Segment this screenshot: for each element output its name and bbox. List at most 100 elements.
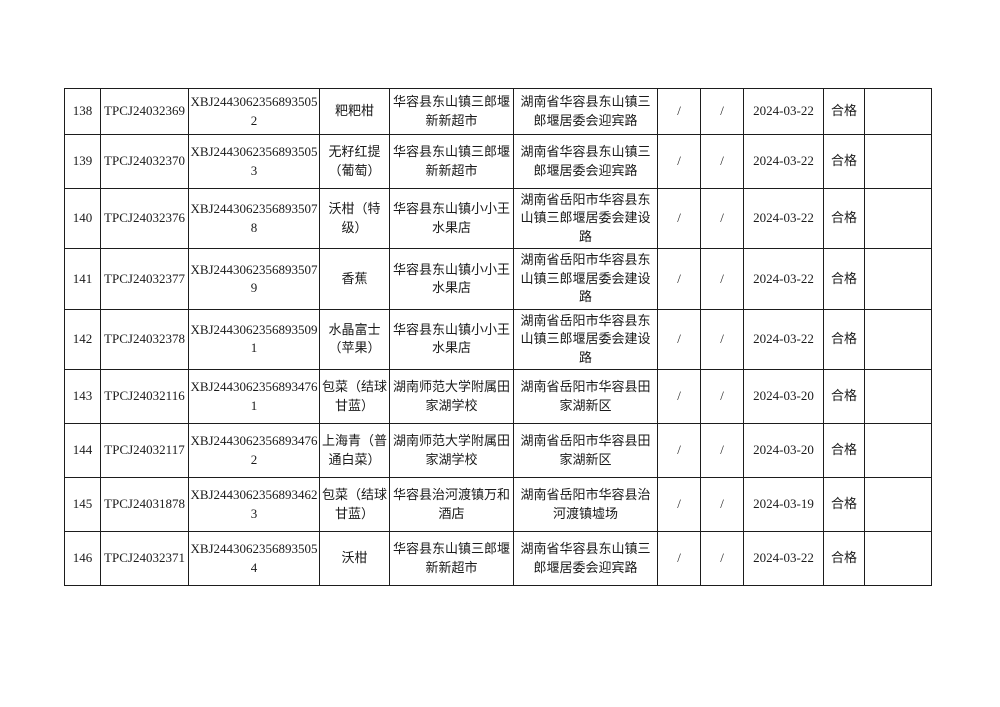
cell-row-number: 138	[64, 88, 101, 135]
cell-result: 合格	[823, 134, 865, 189]
cell-result: 合格	[823, 88, 865, 135]
cell-row-number: 140	[64, 187, 101, 250]
cell-report-code: XBJ24430623568934762	[188, 423, 320, 479]
cell-address: 湖南省岳阳市华容县治河渡镇墟场	[513, 477, 658, 533]
cell-product-name: 无籽红提（葡萄）	[319, 134, 390, 189]
cell-remark	[864, 308, 932, 371]
cell-report-code: XBJ24430623568935054	[188, 531, 320, 587]
cell-product-name: 水晶富士（苹果）	[319, 308, 390, 371]
cell-product-name: 粑粑柑	[319, 88, 390, 135]
table-row: 143 TPCJ24032116 XBJ24430623568934761 包菜…	[64, 369, 932, 425]
table-row: 145 TPCJ24031878 XBJ24430623568934623 包菜…	[64, 477, 932, 533]
cell-remark	[864, 531, 932, 587]
cell-store-name: 华容县东山镇小小王水果店	[389, 248, 514, 310]
cell-product-name: 沃柑	[319, 531, 390, 587]
table-row: 138 TPCJ24032369 XBJ24430623568935052 粑粑…	[64, 88, 932, 135]
cell-row-number: 145	[64, 477, 101, 533]
table-row: 146 TPCJ24032371 XBJ24430623568935054 沃柑…	[64, 531, 932, 587]
cell-slash-1: /	[657, 477, 701, 533]
cell-row-number: 141	[64, 248, 101, 310]
cell-date: 2024-03-22	[743, 308, 824, 371]
cell-slash-2: /	[700, 531, 744, 587]
cell-slash-1: /	[657, 134, 701, 189]
cell-remark	[864, 423, 932, 479]
cell-sample-code: TPCJ24032117	[100, 423, 189, 479]
cell-sample-code: TPCJ24032116	[100, 369, 189, 425]
cell-sample-code: TPCJ24031878	[100, 477, 189, 533]
cell-date: 2024-03-20	[743, 369, 824, 425]
cell-date: 2024-03-20	[743, 423, 824, 479]
cell-product-name: 包菜（结球甘蓝）	[319, 477, 390, 533]
cell-address: 湖南省华容县东山镇三郎堰居委会迎宾路	[513, 88, 658, 135]
cell-slash-2: /	[700, 308, 744, 371]
cell-report-code: XBJ24430623568935053	[188, 134, 320, 189]
cell-remark	[864, 369, 932, 425]
cell-result: 合格	[823, 531, 865, 587]
cell-row-number: 144	[64, 423, 101, 479]
cell-store-name: 华容县东山镇三郎堰新新超市	[389, 88, 514, 135]
cell-sample-code: TPCJ24032377	[100, 248, 189, 310]
cell-sample-code: TPCJ24032376	[100, 187, 189, 250]
cell-slash-1: /	[657, 369, 701, 425]
cell-product-name: 沃柑（特级）	[319, 187, 390, 250]
cell-store-name: 华容县治河渡镇万和酒店	[389, 477, 514, 533]
cell-store-name: 华容县东山镇小小王水果店	[389, 308, 514, 371]
table-row: 139 TPCJ24032370 XBJ24430623568935053 无籽…	[64, 134, 932, 189]
cell-store-name: 华容县东山镇小小王水果店	[389, 187, 514, 250]
cell-address: 湖南省岳阳市华容县田家湖新区	[513, 423, 658, 479]
cell-row-number: 142	[64, 308, 101, 371]
cell-result: 合格	[823, 308, 865, 371]
cell-slash-1: /	[657, 187, 701, 250]
cell-result: 合格	[823, 369, 865, 425]
cell-sample-code: TPCJ24032369	[100, 88, 189, 135]
cell-address: 湖南省华容县东山镇三郎堰居委会迎宾路	[513, 134, 658, 189]
cell-report-code: XBJ24430623568935078	[188, 187, 320, 250]
cell-remark	[864, 88, 932, 135]
table-row: 141 TPCJ24032377 XBJ24430623568935079 香蕉…	[64, 248, 932, 310]
cell-slash-1: /	[657, 248, 701, 310]
cell-address: 湖南省华容县东山镇三郎堰居委会迎宾路	[513, 531, 658, 587]
cell-product-name: 上海青（普通白菜）	[319, 423, 390, 479]
cell-date: 2024-03-22	[743, 531, 824, 587]
cell-date: 2024-03-22	[743, 134, 824, 189]
cell-report-code: XBJ24430623568935052	[188, 88, 320, 135]
cell-remark	[864, 187, 932, 250]
cell-row-number: 139	[64, 134, 101, 189]
cell-report-code: XBJ24430623568935079	[188, 248, 320, 310]
cell-result: 合格	[823, 187, 865, 250]
cell-remark	[864, 477, 932, 533]
cell-slash-1: /	[657, 308, 701, 371]
cell-sample-code: TPCJ24032371	[100, 531, 189, 587]
table-row: 140 TPCJ24032376 XBJ24430623568935078 沃柑…	[64, 187, 932, 250]
cell-report-code: XBJ24430623568934623	[188, 477, 320, 533]
cell-remark	[864, 248, 932, 310]
cell-store-name: 华容县东山镇三郎堰新新超市	[389, 531, 514, 587]
cell-slash-1: /	[657, 423, 701, 479]
cell-sample-code: TPCJ24032370	[100, 134, 189, 189]
cell-report-code: XBJ24430623568935091	[188, 308, 320, 371]
cell-address: 湖南省岳阳市华容县东山镇三郎堰居委会建设路	[513, 248, 658, 310]
cell-date: 2024-03-22	[743, 248, 824, 310]
cell-product-name: 香蕉	[319, 248, 390, 310]
cell-date: 2024-03-22	[743, 187, 824, 250]
cell-result: 合格	[823, 248, 865, 310]
cell-slash-2: /	[700, 187, 744, 250]
table-row: 142 TPCJ24032378 XBJ24430623568935091 水晶…	[64, 308, 932, 371]
cell-result: 合格	[823, 477, 865, 533]
cell-address: 湖南省岳阳市华容县东山镇三郎堰居委会建设路	[513, 308, 658, 371]
cell-report-code: XBJ24430623568934761	[188, 369, 320, 425]
cell-row-number: 146	[64, 531, 101, 587]
inspection-results-table: 138 TPCJ24032369 XBJ24430623568935052 粑粑…	[64, 88, 932, 587]
cell-slash-1: /	[657, 88, 701, 135]
cell-remark	[864, 134, 932, 189]
cell-result: 合格	[823, 423, 865, 479]
cell-date: 2024-03-19	[743, 477, 824, 533]
cell-address: 湖南省岳阳市华容县东山镇三郎堰居委会建设路	[513, 187, 658, 250]
cell-slash-2: /	[700, 477, 744, 533]
cell-store-name: 湖南师范大学附属田家湖学校	[389, 423, 514, 479]
cell-slash-2: /	[700, 134, 744, 189]
table-row: 144 TPCJ24032117 XBJ24430623568934762 上海…	[64, 423, 932, 479]
cell-slash-2: /	[700, 88, 744, 135]
cell-row-number: 143	[64, 369, 101, 425]
